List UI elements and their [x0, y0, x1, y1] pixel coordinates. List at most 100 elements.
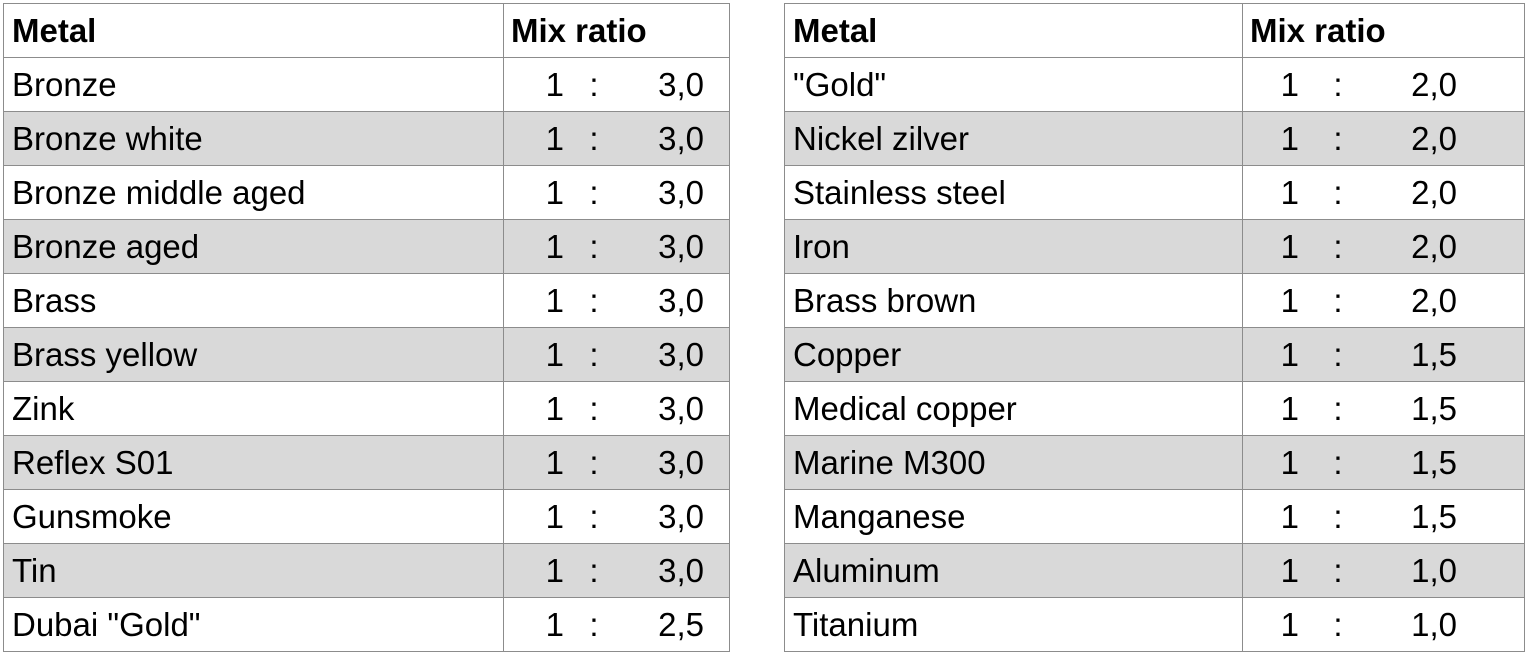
metal-name-cell: Marine M300 [784, 435, 1243, 490]
mix-ratio-cell: 1: 3,0 [503, 435, 730, 490]
ratio-separator: : [589, 281, 599, 319]
ratio-part-b: 2,0 [1411, 281, 1457, 319]
metal-name-cell: Iron [784, 219, 1243, 274]
ratio-part-a: 1 [545, 497, 564, 535]
ratio-part-b: 2,0 [1411, 173, 1457, 211]
table-row: Brass yellow 1: 3,0 [3, 327, 730, 382]
table-row: Stainless steel 1: 2,0 [784, 165, 1525, 220]
metal-name-cell: Stainless steel [784, 165, 1243, 220]
ratio-part-a: 1 [1280, 335, 1299, 373]
metal-name-cell: Bronze white [3, 111, 504, 166]
table-row: Bronze 1: 3,0 [3, 57, 730, 112]
ratio-part-b: 1,5 [1411, 335, 1457, 373]
left-mix-table: Metal Mix ratio Bronze 1:3,0 Bronze white 1… [3, 3, 730, 652]
ratio-part-a: 1 [1280, 119, 1299, 157]
ratio-separator: : [589, 227, 599, 265]
metal-name-cell: Aluminum [784, 543, 1243, 598]
ratio-separator: : [1333, 173, 1343, 211]
ratio-part-b: 3,0 [658, 389, 704, 427]
ratio-part-b: 2,0 [1411, 65, 1457, 103]
ratio-part-a: 1 [1280, 65, 1299, 103]
ratio-part-b: 3,0 [658, 281, 704, 319]
ratio-separator: : [589, 443, 599, 481]
metal-name-cell: Gunsmoke [3, 489, 504, 544]
mix-ratio-cell: 1: 2,0 [1242, 273, 1525, 328]
ratio-part-b: 3,0 [658, 173, 704, 211]
table-row: Bronze aged 1: 3,0 [3, 219, 730, 274]
ratio-part-a: 1 [545, 65, 564, 103]
right-mix-table: Metal Mix ratio "Gold" 1:2,0 Nickel zilver… [784, 3, 1525, 652]
mix-ratio-cell: 1: 3,0 [503, 165, 730, 220]
metal-name-cell: Manganese [784, 489, 1243, 544]
mix-ratio-cell: 1: 2,5 [503, 597, 730, 652]
metal-name-cell: Copper [784, 327, 1243, 382]
table-header-row: Metal Mix ratio [3, 3, 730, 58]
ratio-part-b: 3,0 [658, 119, 704, 157]
ratio-part-a: 1 [1280, 497, 1299, 535]
ratio-separator: : [1333, 605, 1343, 643]
ratio-part-b: 1,5 [1411, 443, 1457, 481]
table-row: Marine M300 1: 1,5 [784, 435, 1525, 490]
ratio-part-b: 1,0 [1411, 605, 1457, 643]
table-row: Brass brown 1: 2,0 [784, 273, 1525, 328]
ratio-part-b: 3,0 [658, 335, 704, 373]
mix-ratio-cell: 1: 3,0 [503, 381, 730, 436]
metal-name-cell: Brass [3, 273, 504, 328]
metal-name-cell: Titanium [784, 597, 1243, 652]
ratio-separator: : [1333, 119, 1343, 157]
table-row: Tin 1: 3,0 [3, 543, 730, 598]
ratio-separator: : [589, 551, 599, 589]
metal-name-cell: Tin [3, 543, 504, 598]
ratio-separator: : [1333, 551, 1343, 589]
metal-name-cell: Reflex S01 [3, 435, 504, 490]
ratio-part-b: 1,0 [1411, 551, 1457, 589]
ratio-separator: : [1333, 389, 1343, 427]
ratio-part-b: 3,0 [658, 65, 704, 103]
mix-ratio-cell: 1: 3,0 [503, 273, 730, 328]
mix-ratio-cell: 1: 3,0 [503, 111, 730, 166]
ratio-separator: : [1333, 281, 1343, 319]
ratio-separator: : [589, 497, 599, 535]
table-row: Manganese 1: 1,5 [784, 489, 1525, 544]
metal-name-cell: Bronze middle aged [3, 165, 504, 220]
metal-name-cell: Bronze aged [3, 219, 504, 274]
ratio-part-b: 3,0 [658, 551, 704, 589]
metal-name-cell: Medical copper [784, 381, 1243, 436]
ratio-part-a: 1 [545, 227, 564, 265]
mix-ratio-cell: 1: 1,5 [1242, 381, 1525, 436]
mix-ratio-cell: 1: 2,0 [1242, 57, 1525, 112]
ratio-part-b: 3,0 [658, 227, 704, 265]
ratio-part-b: 1,5 [1411, 497, 1457, 535]
mix-ratio-cell: 1: 1,5 [1242, 435, 1525, 490]
ratio-part-b: 1,5 [1411, 389, 1457, 427]
table-row: Nickel zilver 1: 2,0 [784, 111, 1525, 166]
ratio-separator: : [589, 335, 599, 373]
mix-ratio-cell: 1: 3,0 [503, 219, 730, 274]
ratio-part-a: 1 [1280, 443, 1299, 481]
table-row: Iron 1: 2,0 [784, 219, 1525, 274]
ratio-part-a: 1 [545, 173, 564, 211]
table-row: Aluminum 1: 1,0 [784, 543, 1525, 598]
ratio-separator: : [589, 65, 599, 103]
ratio-part-a: 1 [545, 281, 564, 319]
table-row: Reflex S01 1: 3,0 [3, 435, 730, 490]
ratio-part-a: 1 [545, 389, 564, 427]
mix-ratio-cell: 1: 3,0 [503, 489, 730, 544]
ratio-separator: : [1333, 65, 1343, 103]
mix-ratio-cell: 1: 3,0 [503, 543, 730, 598]
ratio-part-b: 2,5 [658, 605, 704, 643]
ratio-part-a: 1 [1280, 281, 1299, 319]
table-row: Medical copper 1: 1,5 [784, 381, 1525, 436]
ratio-part-a: 1 [545, 551, 564, 589]
ratio-part-b: 2,0 [1411, 227, 1457, 265]
mix-ratio-cell: 1: 1,0 [1242, 597, 1525, 652]
ratio-part-a: 1 [545, 335, 564, 373]
table-row: Bronze white 1: 3,0 [3, 111, 730, 166]
mix-ratio-column-header: Mix ratio [503, 3, 730, 58]
mix-ratio-cell: 1: 3,0 [503, 327, 730, 382]
ratio-part-a: 1 [545, 443, 564, 481]
table-row: Dubai "Gold" 1: 2,5 [3, 597, 730, 652]
right-table-body: "Gold" 1:2,0 Nickel zilver 1:2,0 Stainless s… [784, 57, 1525, 652]
ratio-part-b: 2,0 [1411, 119, 1457, 157]
metal-name-cell: Dubai "Gold" [3, 597, 504, 652]
